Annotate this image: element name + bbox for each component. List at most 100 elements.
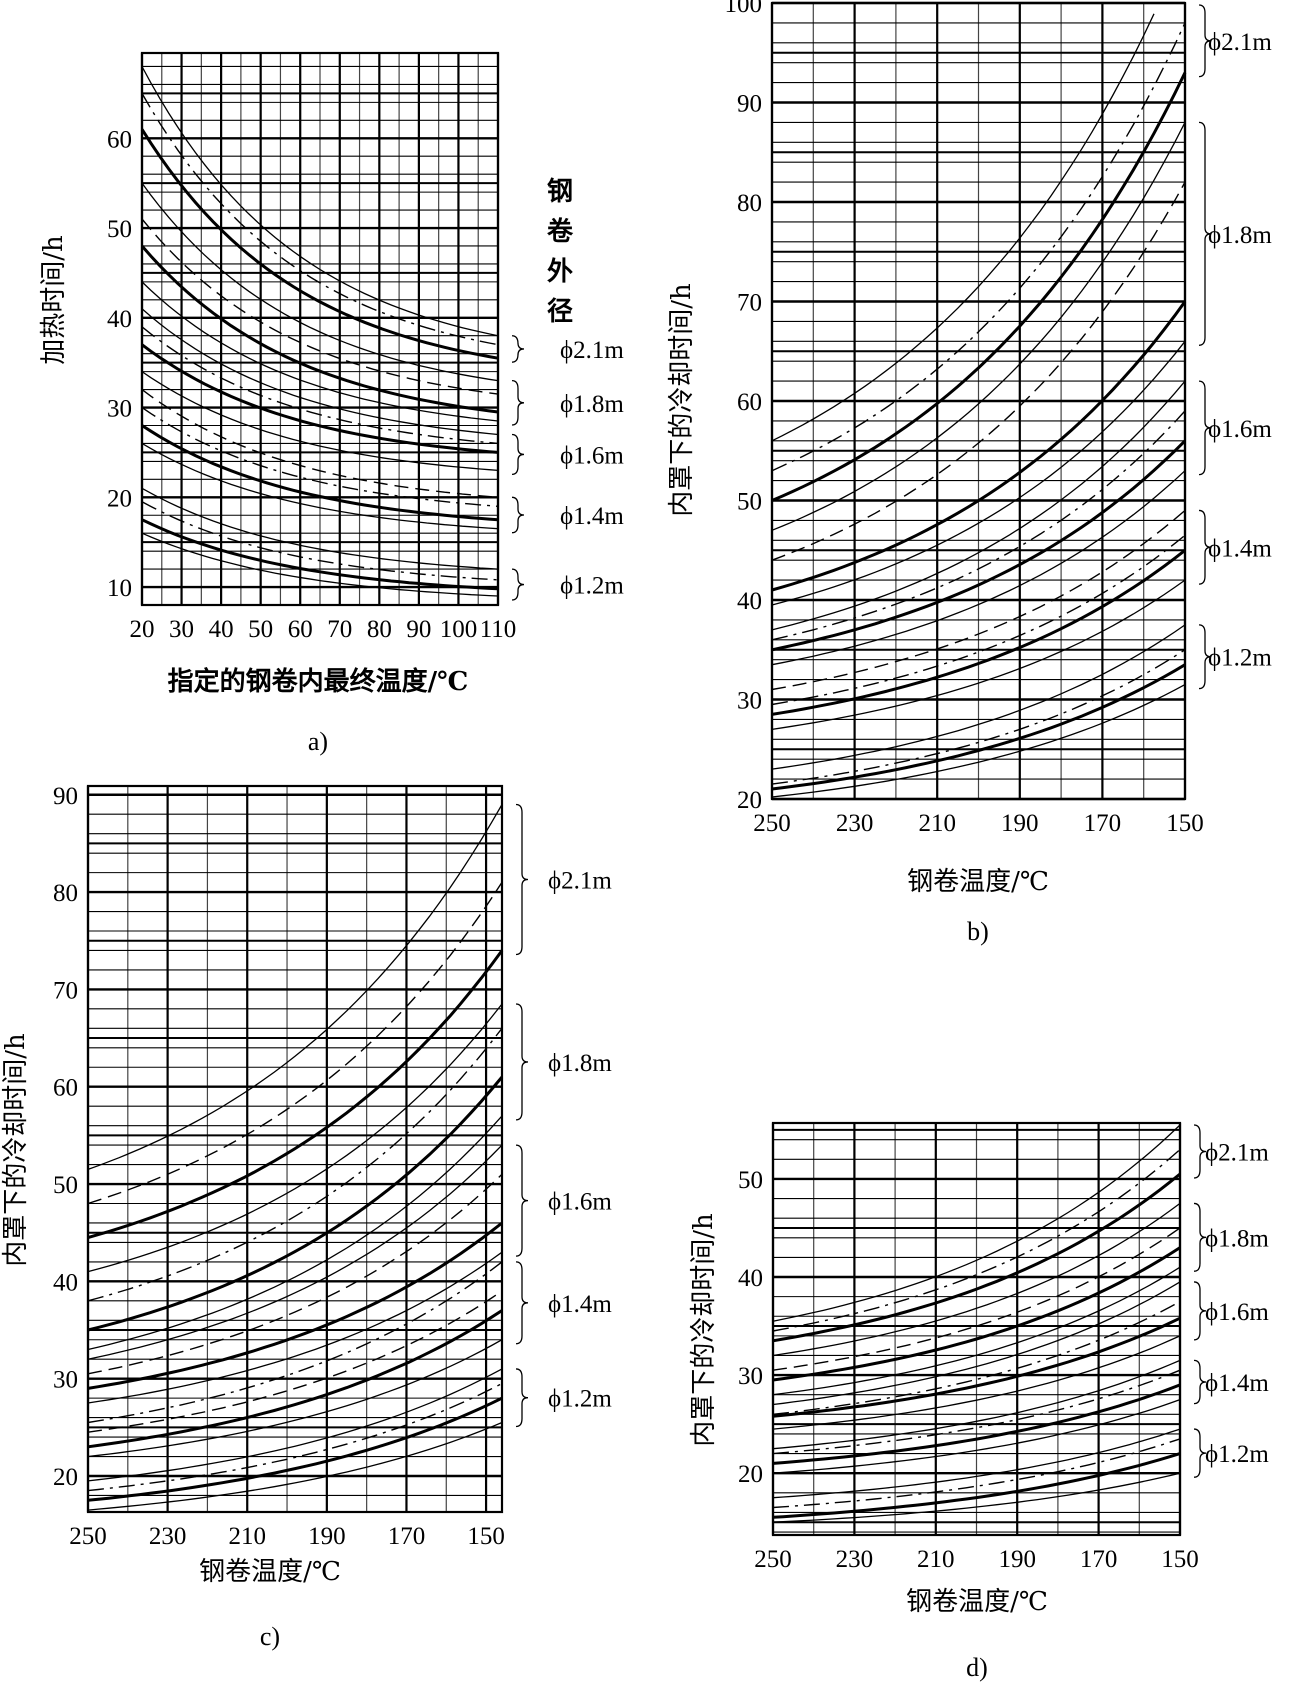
legend-brace [1198, 509, 1212, 585]
y-tick-label: 20 [107, 485, 132, 512]
curve-a-1-1 [141, 218, 499, 395]
legend-brace [511, 379, 525, 426]
legend-brace [515, 1003, 529, 1121]
legend-label: ϕ1.8m [1205, 1225, 1269, 1252]
curve-b-0-0 [771, 13, 1155, 442]
curve-a-1-2 [140, 245, 499, 414]
chart-d-legend: ϕ2.1m ϕ1.8m ϕ1.6m ϕ1.4m ϕ1.2m [1193, 1124, 1269, 1478]
chart-d-grid [771, 1121, 1182, 1537]
curve-a-2-1 [141, 326, 499, 445]
curve-a-2-2 [141, 343, 499, 454]
chart-a-ticks: 20 30 40 50 60 70 80 90 100 110 10 20 30 40 50 60 [107, 126, 516, 643]
curve-b-2-0 [771, 380, 1186, 631]
legend-brace [1193, 1281, 1207, 1341]
curve-b-2-3 [771, 470, 1186, 666]
x-tick-label: 230 [836, 810, 874, 837]
curve-b-4-2 [771, 663, 1186, 791]
x-tick-label: 170 [1080, 1546, 1118, 1573]
chart-a: 20 30 40 50 60 70 80 90 100 110 10 20 30 40 50 60 ϕ2.1m… [39, 51, 624, 756]
y-tick-label: 70 [737, 290, 762, 317]
y-tick-label: 40 [738, 1265, 763, 1292]
x-tick-label: 30 [169, 616, 194, 643]
chart-d: 250 230 210 190 170 150 20 30 40 50 ϕ2.1m ϕ1.8m ϕ1.… [689, 1121, 1269, 1682]
x-tick-label: 110 [480, 616, 517, 643]
x-tick-label: 250 [69, 1523, 107, 1550]
legend-label: ϕ1.2m [560, 573, 624, 600]
curve-c-3-2 [87, 1309, 503, 1449]
legend-label: ϕ1.8m [560, 391, 624, 418]
y-tick-label: 20 [738, 1461, 763, 1488]
legend-label: ϕ2.1m [1208, 29, 1272, 56]
chart-a-xlabel: 指定的钢卷内最终温度/℃ [168, 666, 469, 697]
curve-a-3-1 [141, 406, 499, 507]
curve-c-1-3 [87, 1115, 503, 1351]
legend-brace [515, 1261, 529, 1345]
curve-a-0-2 [140, 128, 499, 360]
curve-b-1-2 [771, 300, 1187, 592]
chart-d-xlabel: 钢卷温度/℃ [906, 1587, 1048, 1617]
x-tick-label: 190 [308, 1523, 346, 1550]
chart-a-curves [140, 66, 499, 597]
legend-label: ϕ1.2m [1205, 1441, 1269, 1468]
legend-brace [1198, 624, 1212, 690]
curve-c-2-1 [87, 1173, 503, 1375]
y-tick-label: 70 [53, 977, 78, 1004]
x-tick-label: 20 [130, 616, 155, 643]
y-tick-label: 40 [737, 588, 762, 615]
curve-c-3-3 [87, 1339, 503, 1458]
y-tick-label: 90 [737, 91, 762, 118]
curve-b-1-0 [771, 122, 1186, 531]
curve-d-3-1 [772, 1369, 1181, 1455]
curve-c-4-1 [87, 1382, 503, 1492]
legend-label: ϕ1.4m [1208, 535, 1272, 562]
chart-b-ticks: 250 230 210 190 170 150 20 30 40 50 60 70 80 90 100 [725, 0, 1204, 837]
curve-c-1-0 [87, 1003, 503, 1273]
curve-d-2-1 [772, 1300, 1181, 1415]
curve-b-3-0 [771, 509, 1186, 691]
curve-c-2-0 [87, 1144, 503, 1360]
chart-b-xlabel: 钢卷温度/℃ [907, 867, 1049, 897]
curve-c-2-2 [87, 1221, 503, 1390]
x-tick-label: 250 [753, 810, 791, 837]
curve-c-0-0 [87, 804, 503, 1171]
legend-label: ϕ1.4m [1205, 1370, 1269, 1397]
x-tick-label: 150 [467, 1523, 505, 1550]
x-tick-label: 230 [149, 1523, 187, 1550]
curve-c-0-1 [87, 881, 503, 1205]
legend-brace [1193, 1428, 1207, 1478]
curve-d-1-1 [772, 1227, 1181, 1371]
curve-b-3-2 [771, 549, 1186, 716]
chart-b-legend: ϕ2.1m ϕ1.8m ϕ1.6m ϕ1.4m ϕ1.2m [1198, 4, 1272, 690]
y-tick-label: 50 [738, 1167, 763, 1194]
x-tick-label: 250 [754, 1546, 792, 1573]
x-tick-label: 50 [248, 616, 273, 643]
curve-a-4-3 [141, 532, 499, 597]
legend-label: ϕ1.6m [1205, 1299, 1269, 1326]
curve-a-0-0 [141, 66, 499, 337]
y-tick-label: 50 [53, 1172, 78, 1199]
legend-title-char: 外 [547, 257, 573, 287]
curve-a-3-2 [141, 424, 499, 522]
y-tick-label: 90 [53, 783, 78, 810]
curve-b-0-2 [771, 71, 1187, 502]
legend-brace [511, 496, 525, 534]
x-tick-label: 40 [209, 616, 234, 643]
curve-d-2-0 [772, 1281, 1181, 1406]
x-tick-label: 210 [918, 810, 956, 837]
legend-brace [1193, 1359, 1207, 1405]
chart-b-curves [771, 13, 1187, 798]
curve-d-4-2 [772, 1452, 1181, 1519]
chart-a-grid [140, 51, 500, 607]
y-tick-label: 60 [737, 389, 762, 416]
curve-a-1-0 [141, 182, 499, 382]
chart-c-legend: ϕ2.1m ϕ1.8m ϕ1.6m ϕ1.4m ϕ1.2m [515, 803, 612, 1428]
legend-brace [511, 568, 525, 601]
curve-a-0-1 [141, 93, 499, 346]
x-tick-label: 150 [1161, 1546, 1199, 1573]
y-tick-label: 80 [53, 880, 78, 907]
legend-brace [1198, 380, 1212, 476]
legend-brace [1193, 1124, 1207, 1179]
chart-c-grid [86, 784, 504, 1514]
curve-d-2-2 [772, 1316, 1181, 1418]
